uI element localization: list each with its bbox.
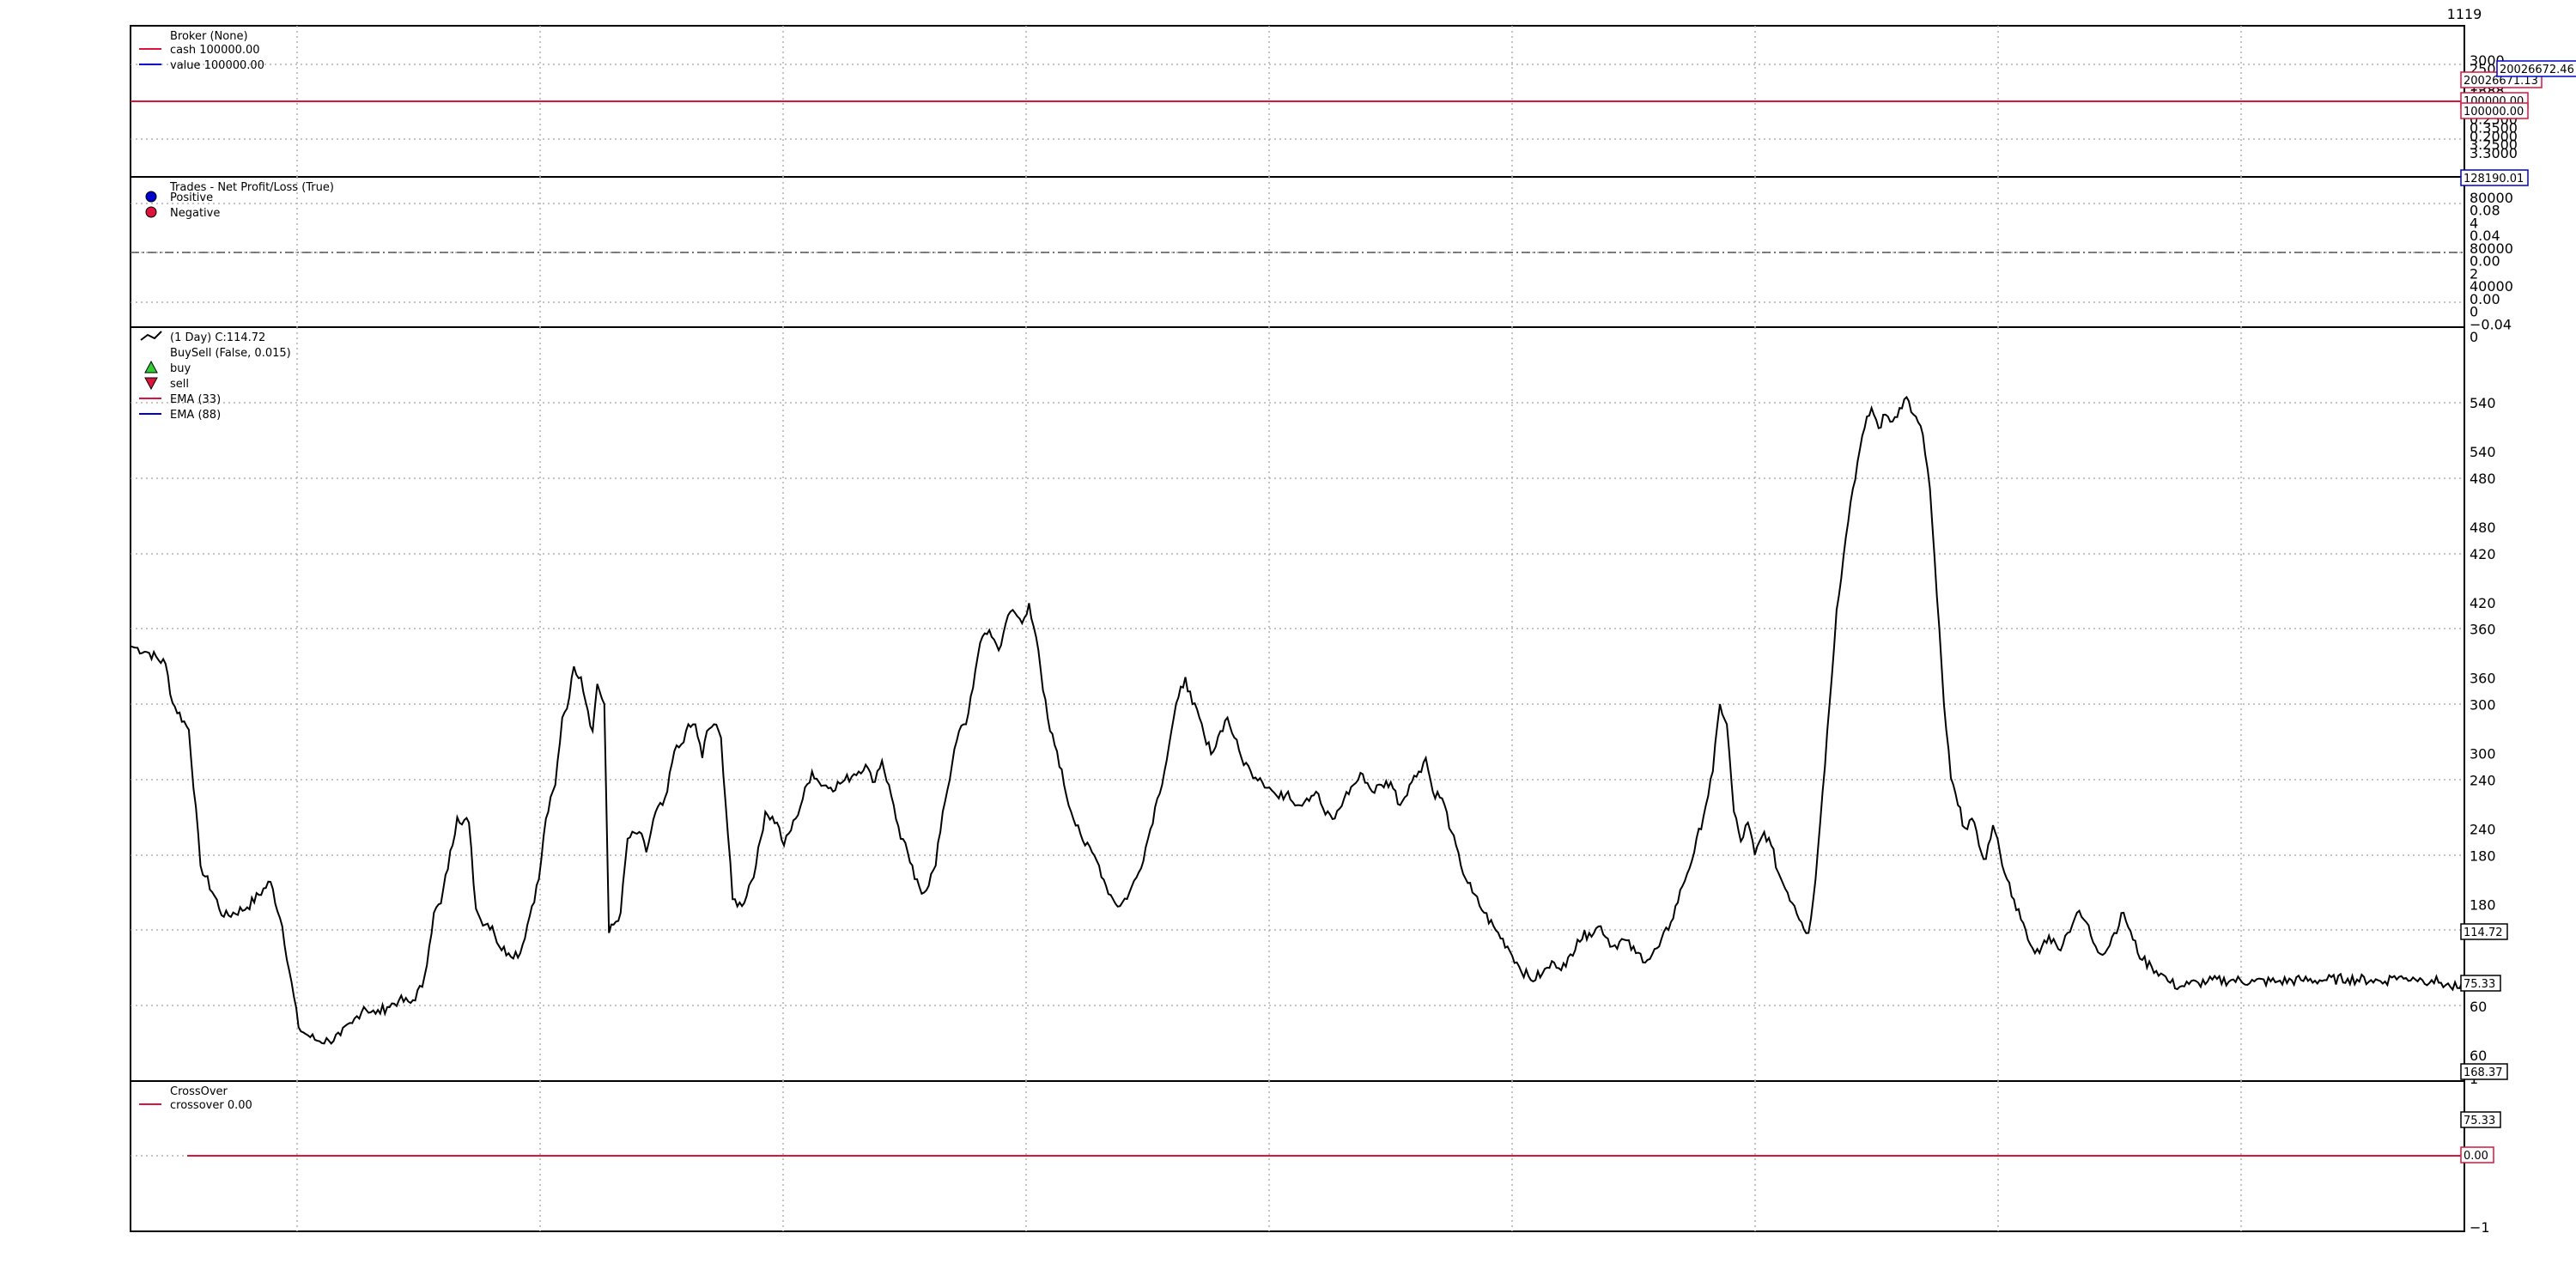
broker-value-tag-box [2496,60,2576,77]
legend-item-crossover: crossover 0.00 [139,1099,252,1112]
broker-value-tag: 20026672.46 [2500,64,2574,76]
price-tick-label-secondary: 60 [2470,1048,2487,1064]
price-tick-label: 360 [2470,622,2496,638]
legends: Broker (None)cash 100000.00 value 100000.… [139,30,334,1112]
legend-item-price: EMA (33) [139,393,221,406]
sell-triangle-icon [144,377,158,391]
broker-tick-label: 3.2500 [2470,137,2518,153]
trades-tick-label: 0.00 [2470,291,2500,307]
legend-label: (1 Day) C:114.72 [170,331,265,344]
legend-item-broker: cash 100000.00 [139,44,260,57]
price-value-tag-box [2460,975,2501,992]
legend-label: sell [170,378,189,391]
broker-tick-label: 3.3000 [2470,145,2518,161]
legend-label: Broker (None) [170,30,248,43]
price-tick-label: 300 [2470,697,2496,714]
legend-label: EMA (33) [170,393,221,406]
broker-value-tag-box [2460,102,2529,119]
crossover-tick-label: −1 [2470,1219,2490,1236]
legend-label: Negative [170,207,220,220]
axis-ticks: 300025002000150010000.51.50.25000.35000.… [2470,52,2518,1236]
legend-label: BuySell (False, 0.015) [170,347,291,360]
legend-item-broker: value 100000.00 [139,59,264,72]
price-zigzag-icon [140,331,162,341]
trades-value-tag-box [2460,169,2529,186]
trades-tick-label: 2 [2470,265,2478,282]
price-value-tag: 75.33 [2464,978,2495,991]
legend-item-trades: Trades - Net Profit/Loss (True) [169,181,334,194]
trades-tick-label: 80000 [2470,240,2513,257]
legend-label: CrossOver [170,1085,228,1098]
broker-tick-label: 3000 [2470,52,2505,69]
value-tags: 20026671.1320026672.46100000.00100000.00… [2460,60,2576,1163]
legend-label: value 100000.00 [170,59,264,72]
price-tick-label: 480 [2470,471,2496,487]
legend-label: Trades - Net Profit/Loss (True) [169,181,334,194]
broker-tick-label: 0.2000 [2470,128,2518,144]
price-value-tag: 75.33 [2464,1115,2495,1127]
price-tick-label-secondary: 540 [2470,444,2496,460]
legend-item-price: sell [144,377,189,391]
buy-triangle-icon [144,360,158,374]
trades-tick-label: 80000 [2470,190,2513,206]
price-tick-label-secondary: 180 [2470,896,2496,913]
price-tick-label: 240 [2470,772,2496,788]
trades-tick-label: 0 [2470,329,2478,345]
legend-item-broker: Broker (None) [170,30,248,43]
legend-item-trades: Positive [145,191,213,204]
price-value-tag: 168.37 [2464,1066,2503,1079]
legend-item-price: EMA (88) [139,409,221,422]
legend-item-price: buy [144,360,191,375]
top-axis-label: 1119 [2447,6,2482,22]
price-tick-label: 180 [2470,848,2496,864]
trades-tick-label: 0.08 [2470,203,2500,219]
broker-tick-label: 0.3500 [2470,120,2518,137]
legend-label: EMA (88) [170,409,221,422]
price-value-tag-box [2460,923,2508,940]
price-tick-label-secondary: 240 [2470,821,2496,837]
legend-item-price: BuySell (False, 0.015) [170,347,291,360]
trades-tick-label: −0.04 [2470,316,2512,332]
grid-lines [131,26,2464,1231]
legend-label: crossover 0.00 [170,1099,252,1112]
trades-value-tag: 128190.01 [2464,173,2524,185]
legend-item-trades: Negative [145,206,220,220]
price-tick-label: 540 [2470,395,2496,411]
price-tick-label-secondary: 480 [2470,519,2496,536]
legend-label: Positive [170,191,213,204]
legend-dot-icon [145,206,157,218]
legend-dot-icon [145,191,157,203]
crossover-value-tag: 0.00 [2464,1150,2488,1163]
price-value-tag: 114.72 [2464,927,2503,939]
legend-label: cash 100000.00 [170,44,260,57]
price-tick-label-secondary: 420 [2470,595,2496,611]
trades-tick-label: 0.04 [2470,228,2500,244]
broker-value-tag: 100000.00 [2464,106,2524,118]
price-tick-label: 420 [2470,546,2496,562]
trades-tick-label: 0.00 [2470,253,2500,270]
price-value-tag-box [2460,1111,2501,1128]
price-tick-label: 60 [2470,999,2487,1015]
crossover-value-tag-box [2460,1146,2494,1163]
price-value-tag-box [2460,1063,2508,1080]
price-tick-label-secondary: 300 [2470,746,2496,762]
legend-item-crossover: CrossOver [170,1085,228,1098]
legend-item-price: (1 Day) C:114.72 [140,331,265,344]
trades-tick-label: 4 [2470,216,2478,232]
broker-value-tag: 20026671.13 [2464,75,2538,88]
price-series-line [130,395,2465,1045]
trades-tick-label: 0 [2470,304,2478,320]
legend-label: buy [170,362,191,375]
price-tick-label-secondary: 360 [2470,671,2496,687]
trades-tick-label: 40000 [2470,278,2513,295]
price-panel [130,395,2465,1045]
